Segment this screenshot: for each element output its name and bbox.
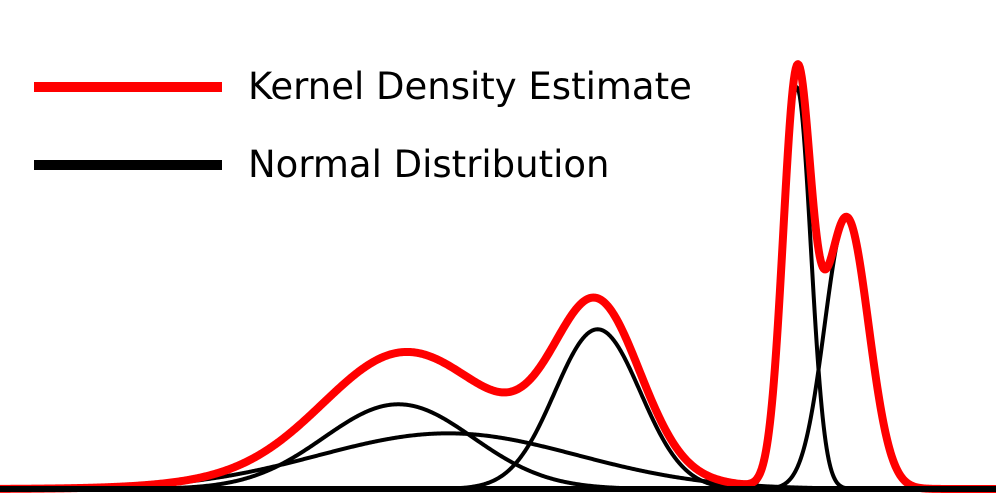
legend-label-kde: Kernel Density Estimate bbox=[248, 65, 692, 108]
normal-component-curve-2 bbox=[0, 431, 996, 491]
kde-curve bbox=[0, 60, 996, 493]
legend: Kernel Density Estimate Normal Distribut… bbox=[34, 65, 692, 186]
kde-layer bbox=[0, 60, 996, 493]
normal-component-curve-5 bbox=[0, 215, 996, 491]
normal-component-curve-3 bbox=[0, 327, 996, 491]
legend-label-normal: Normal Distribution bbox=[248, 143, 610, 186]
